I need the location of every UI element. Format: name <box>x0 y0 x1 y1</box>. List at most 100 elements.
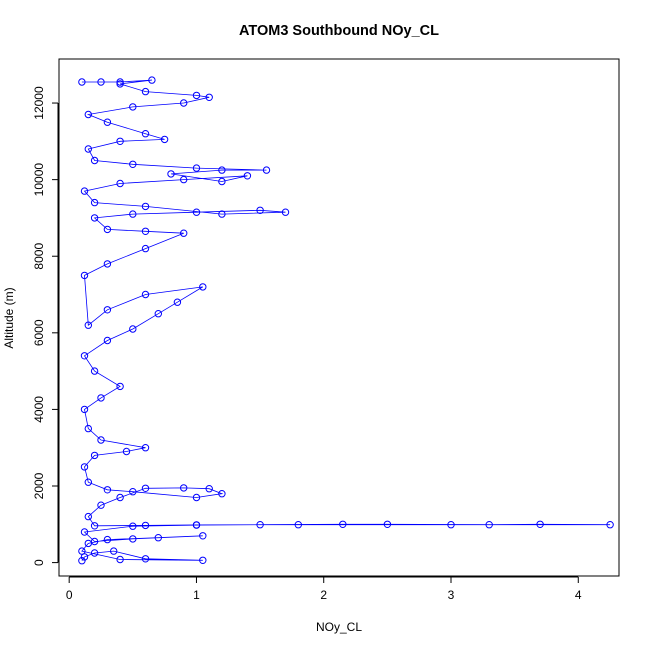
data-point <box>80 187 89 195</box>
data-point <box>154 534 163 542</box>
data-point <box>205 93 213 102</box>
data-point <box>129 210 137 218</box>
data-point <box>218 166 226 174</box>
data-point <box>141 290 150 299</box>
data-point <box>129 325 137 333</box>
data-point <box>80 271 89 280</box>
data-point <box>148 76 156 84</box>
data-point <box>141 202 150 211</box>
x-axis-label: NOy_CL <box>316 620 362 634</box>
data-point <box>173 298 182 306</box>
y-axis-label: Altitude (m) <box>2 287 16 348</box>
data-point <box>90 537 99 546</box>
y-tick-label: 6000 <box>32 319 46 346</box>
data-point <box>122 447 131 456</box>
x-tick-label: 3 <box>448 588 455 602</box>
data-point <box>281 208 290 216</box>
data-point <box>192 91 201 100</box>
data-point <box>84 110 93 119</box>
data-point <box>90 367 99 375</box>
data-point <box>97 436 105 444</box>
y-tick-label: 2000 <box>32 472 46 499</box>
data-point <box>78 547 86 555</box>
data-point <box>90 549 99 557</box>
data-point <box>84 512 93 521</box>
data-point <box>141 444 150 452</box>
x-axis: 0 1 2 3 4 <box>66 576 582 602</box>
data-point <box>141 227 150 236</box>
y-tick-label: 8000 <box>32 243 46 270</box>
data-point <box>103 486 112 494</box>
data-point <box>84 424 93 433</box>
data-point <box>606 521 614 529</box>
data-point <box>192 208 201 216</box>
y-axis: 0 2000 4000 6000 8000 10000 12000 <box>32 86 59 566</box>
data-point <box>536 520 544 528</box>
y-tick-label: 4000 <box>32 396 46 423</box>
series-layer <box>78 76 614 565</box>
y-tick-label: 12000 <box>32 86 46 120</box>
data-point <box>192 521 201 529</box>
data-point <box>192 493 201 502</box>
data-point <box>80 528 89 536</box>
data-point <box>129 522 137 530</box>
data-point <box>141 484 150 492</box>
data-point <box>141 521 150 530</box>
data-point <box>90 451 99 460</box>
data-point <box>116 80 124 88</box>
data-point <box>218 177 226 186</box>
data-point <box>129 535 137 543</box>
data-point <box>84 478 93 486</box>
data-point <box>141 87 150 96</box>
data-point <box>90 214 99 222</box>
x-tick-label: 2 <box>320 588 327 602</box>
data-point <box>116 179 124 188</box>
data-point <box>218 490 226 498</box>
chart-title: ATOM3 Southbound NOy_CL <box>239 23 439 39</box>
data-point <box>262 166 271 174</box>
data-point <box>205 485 213 493</box>
data-point <box>116 382 124 391</box>
data-point <box>180 229 188 237</box>
data-point <box>103 535 112 544</box>
data-point <box>116 493 124 502</box>
data-point <box>141 244 150 253</box>
data-point <box>294 521 302 529</box>
data-point <box>78 78 86 86</box>
data-point <box>116 78 124 86</box>
data-point <box>80 405 89 414</box>
data-point <box>154 310 163 318</box>
data-point <box>199 532 207 540</box>
data-point <box>84 145 93 153</box>
plot-frame <box>58 58 620 577</box>
x-tick-label: 0 <box>66 588 73 602</box>
data-point <box>97 78 105 86</box>
data-point <box>199 556 207 564</box>
data-point <box>218 210 226 218</box>
data-point <box>129 488 137 496</box>
data-point <box>80 463 89 471</box>
data-point <box>90 198 99 207</box>
x-tick-label: 1 <box>193 588 200 602</box>
data-point <box>199 283 207 291</box>
data-point <box>180 99 188 107</box>
data-point <box>103 260 112 268</box>
y-tick-label: 10000 <box>32 163 46 197</box>
data-point <box>141 555 150 563</box>
data-point <box>485 521 493 529</box>
data-point <box>167 170 175 178</box>
data-point <box>256 206 264 215</box>
data-point <box>103 118 112 126</box>
data-point <box>180 484 188 492</box>
data-point <box>180 175 188 184</box>
data-point <box>243 172 252 180</box>
data-point <box>256 521 264 529</box>
data-point <box>78 557 86 565</box>
data-point <box>116 137 124 146</box>
data-point <box>129 103 137 111</box>
data-point <box>97 501 105 509</box>
data-point <box>103 225 112 234</box>
x-tick-label: 4 <box>575 588 582 602</box>
data-point <box>447 521 455 529</box>
